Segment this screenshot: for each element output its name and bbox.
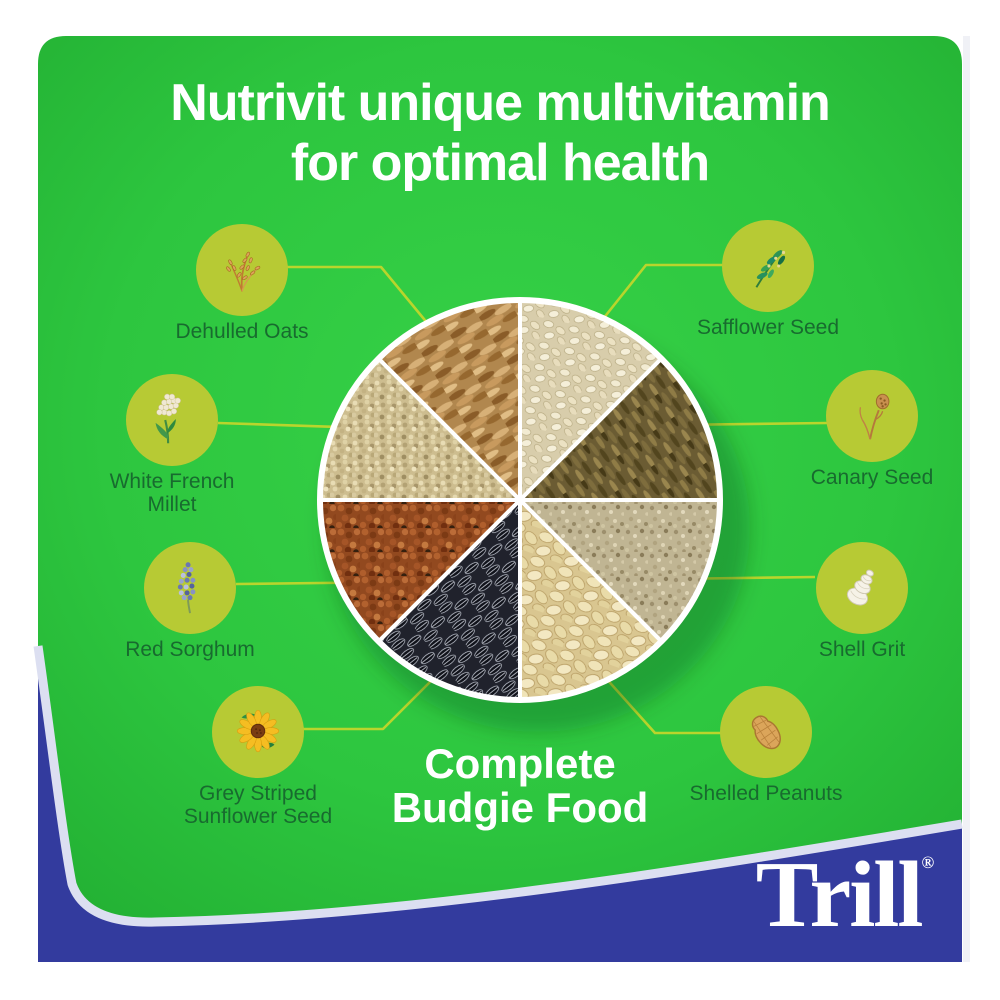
callout-safflower-seed: Safflower Seed	[658, 220, 878, 339]
registered-mark: ®	[921, 853, 935, 872]
ingredient-label: Canary Seed	[810, 466, 934, 489]
millet-panicle-icon	[155, 393, 181, 444]
peanut-icon	[751, 715, 781, 750]
brand-name: Trill	[755, 843, 924, 947]
oat-sprig-icon	[226, 251, 261, 292]
ingredient-bubble	[126, 374, 218, 466]
callout-grey-striped-sunflower-seed: Grey Striped Sunflower Seed	[148, 686, 368, 828]
callout-canary-seed: Canary Seed	[762, 370, 982, 489]
ingredient-label: Safflower Seed	[696, 316, 840, 339]
ingredient-bubble	[826, 370, 918, 462]
ingredient-label: Grey Striped Sunflower Seed	[183, 782, 333, 829]
ingredient-label: White French Millet	[109, 470, 235, 517]
callout-shelled-peanuts: Shelled Peanuts	[656, 686, 876, 805]
ingredient-bubble	[144, 542, 236, 634]
safflower-sprig-icon	[755, 249, 786, 288]
canary-grass-icon	[859, 393, 890, 440]
spiral-shell-icon	[846, 569, 874, 606]
ingredient-label: Red Sorghum	[125, 638, 255, 661]
wheel-ring	[317, 297, 723, 703]
ingredient-bubble	[720, 686, 812, 778]
callout-red-sorghum: Red Sorghum	[80, 542, 300, 661]
callout-shell-grit: Shell Grit	[752, 542, 972, 661]
headline: Nutrivit unique multivitamin for optimal…	[170, 74, 831, 192]
brand-logo: Trill®	[735, 848, 955, 942]
page-edge-shading	[963, 36, 970, 962]
ingredient-label: Shelled Peanuts	[689, 782, 843, 805]
ingredient-bubble	[722, 220, 814, 312]
panel-border-swoosh	[33, 645, 963, 927]
ingredient-bubble	[816, 542, 908, 634]
sorghum-head-icon	[177, 562, 196, 614]
ingredient-label: Dehulled Oats	[175, 320, 309, 343]
callout-dehulled-oats: Dehulled Oats	[132, 224, 352, 343]
ingredient-label: Shell Grit	[818, 638, 906, 661]
tagline: Complete Budgie Food	[391, 740, 649, 832]
ingredient-bubble	[212, 686, 304, 778]
callout-white-french-millet: White French Millet	[62, 374, 282, 516]
sunflower-icon	[236, 709, 280, 753]
ingredient-bubble	[196, 224, 288, 316]
